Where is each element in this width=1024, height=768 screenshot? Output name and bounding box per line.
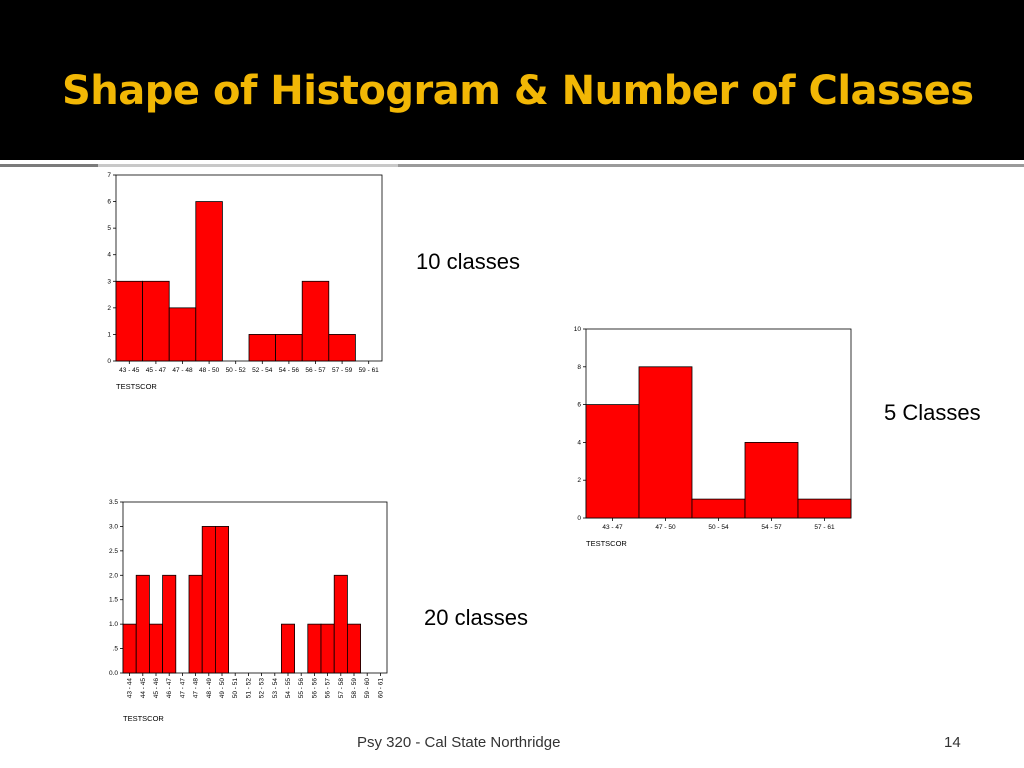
chart2-ytick-label: 2.5	[109, 548, 118, 555]
chart0-ytick-label: 2	[107, 305, 111, 312]
chart2-ytick-label: 2.0	[109, 572, 118, 579]
chart2-xtick-label: 47 - 48	[193, 678, 200, 699]
chart2-xtick-label: 47 - 47	[179, 678, 186, 699]
chart0-ytick-label: 6	[107, 199, 111, 206]
chart0-ytick-label: 0	[107, 358, 111, 365]
histogram-10-classes: 0 1 2 3 4 5 6 7 43 - 45 45 - 47 47 - 48 48 - 50 50 -…	[107, 172, 383, 391]
chart2-ytick-label: 1.5	[109, 597, 118, 604]
chart1-ytick-label: 4	[577, 439, 581, 446]
caption-5-classes: 5 Classes	[884, 400, 981, 425]
chart2-ytick-label: .5	[113, 646, 119, 653]
chart0-bar	[301, 280, 330, 362]
chart0-xtick-label: 54 - 56	[279, 367, 300, 374]
chart1-ytick-label: 2	[577, 477, 581, 484]
chart1-xtick-label: 43 - 47	[602, 524, 623, 531]
chart2-bar	[333, 574, 348, 674]
chart0-xtick-label: 45 - 47	[146, 367, 167, 374]
divider-rule	[0, 164, 98, 167]
chart2-xtick-label: 46 - 47	[166, 678, 173, 699]
page-number: 14	[944, 734, 961, 751]
chart1-ytick-label: 8	[577, 364, 581, 371]
chart1-xtick-label: 47 - 50	[655, 524, 676, 531]
chart2-xtick-label: 53 - 54	[272, 678, 279, 699]
chart0-bar	[168, 307, 197, 362]
chart2-xtick-label: 50 - 51	[232, 678, 239, 699]
chart2-xtick-label: 59 - 60	[364, 678, 371, 699]
chart2-xtick-label: 60 - 61	[377, 678, 384, 699]
title-bar: Shape of Histogram & Number of Classes	[0, 0, 1024, 160]
chart2-xtick-label: 56 - 56	[311, 678, 318, 699]
chart1-bar	[744, 442, 799, 519]
chart0-xtick-label: 56 - 57	[305, 367, 326, 374]
chart0-bar	[195, 201, 223, 362]
chart1-ytick-label: 6	[577, 402, 581, 409]
chart0-ytick-label: 1	[107, 331, 111, 338]
chart2-bar	[307, 623, 322, 674]
chart2-xtick-label: 57 - 58	[338, 678, 345, 699]
divider-rule	[398, 164, 1024, 167]
chart1-xtick-label: 54 - 57	[761, 524, 782, 531]
chart2-ytick-label: 1.0	[109, 621, 118, 628]
histogram-5-classes: 0 2 4 6 8 10 43 - 47 47 - 50 50 - 54 54 - 57 57 - …	[574, 326, 852, 548]
chart0-xtick-label: 52 - 54	[252, 367, 273, 374]
chart2-bar	[320, 623, 335, 674]
chart2-xtick-label: 54 - 55	[285, 678, 292, 699]
caption-20-classes: 20 classes	[424, 605, 528, 630]
chart2-xtick-label: 56 - 57	[325, 678, 332, 699]
slide-title: Shape of Histogram & Number of Classes	[62, 68, 974, 114]
chart0-xtick-label: 50 - 52	[226, 367, 247, 374]
chart0-xtick-label: 57 - 59	[332, 367, 353, 374]
chart1-xtick-label: 50 - 54	[708, 524, 729, 531]
chart2-xtick-label: 44 - 45	[140, 678, 147, 699]
chart2-bar	[135, 574, 150, 674]
chart2-xtick-label: 58 - 59	[351, 678, 358, 699]
caption-10-classes: 10 classes	[416, 249, 520, 274]
chart2-xtick-label: 52 - 53	[259, 678, 266, 699]
chart2-xaxis-label: TESTSCOR	[123, 714, 164, 723]
chart0-ytick-label: 7	[107, 172, 111, 179]
chart0-ytick-label: 5	[107, 225, 111, 232]
chart0-xtick-label: 43 - 45	[119, 367, 140, 374]
chart2-xtick-label: 48 - 49	[206, 678, 213, 699]
chart2-xtick-label: 51 - 52	[245, 678, 252, 699]
chart0-bar	[142, 280, 170, 362]
chart1-ytick-label: 0	[577, 515, 581, 522]
chart2-bar	[215, 526, 230, 674]
histogram-20-classes: 0.0 .5 1.0 1.5 2.0 2.5 3.0 3.5 43 - 44 44 - 45 45 …	[109, 499, 388, 723]
chart1-bar	[691, 498, 746, 519]
chart0-bar	[328, 334, 356, 362]
chart1-xtick-label: 57 - 61	[814, 524, 835, 531]
chart2-bar	[188, 574, 203, 674]
chart0-bar	[248, 334, 277, 362]
chart0-xtick-label: 47 - 48	[172, 367, 193, 374]
chart2-bar	[149, 623, 164, 674]
chart2-xtick-label: 55 - 56	[298, 678, 305, 699]
chart2-ytick-label: 3.5	[109, 499, 118, 506]
chart1-bar	[638, 366, 693, 519]
chart0-xaxis-label: TESTSCOR	[116, 382, 157, 391]
divider-rule	[98, 164, 398, 167]
chart1-ytick-label: 10	[574, 326, 582, 333]
chart2-ytick-label: 3.0	[109, 523, 118, 530]
chart2-bar	[346, 623, 361, 674]
chart2-bar	[162, 574, 177, 674]
footer-text: Psy 320 - Cal State Northridge	[357, 734, 561, 751]
chart2-ytick-label: 0.0	[109, 670, 118, 677]
chart2-xtick-label: 45 - 46	[153, 678, 160, 699]
chart0-ytick-label: 4	[107, 252, 111, 259]
chart0-bar	[275, 334, 303, 362]
chart2-bar	[201, 526, 216, 674]
chart2-xtick-label: 49 - 50	[219, 678, 226, 699]
chart0-bar	[115, 280, 144, 362]
chart1-bar	[585, 404, 640, 519]
chart0-xtick-label: 48 - 50	[199, 367, 220, 374]
chart0-ytick-label: 3	[107, 278, 111, 285]
chart1-bar	[797, 498, 852, 519]
chart2-bar	[280, 623, 295, 674]
chart2-xtick-label: 43 - 44	[127, 678, 134, 699]
chart2-bar	[122, 623, 137, 674]
chart0-xtick-label: 59 - 61	[359, 367, 380, 374]
chart1-xaxis-label: TESTSCOR	[586, 539, 627, 548]
